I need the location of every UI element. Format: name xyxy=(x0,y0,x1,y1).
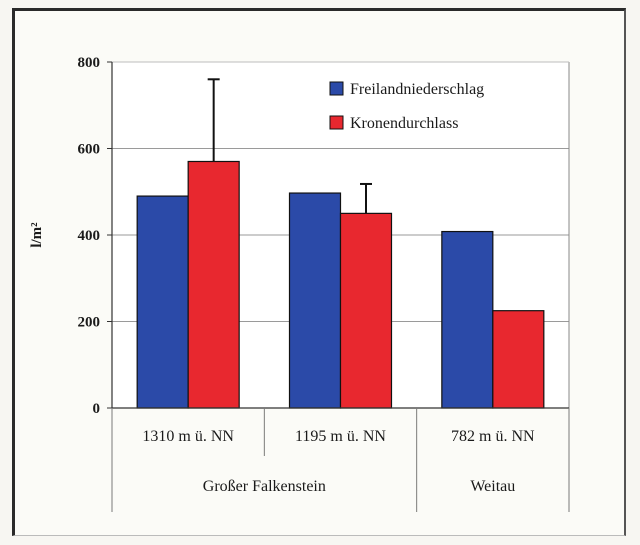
bars xyxy=(136,160,545,409)
y-tick-label: 600 xyxy=(78,142,101,158)
legend-label: Freilandniederschlag xyxy=(350,81,484,98)
category-label: 1195 m ü. NN xyxy=(295,428,386,445)
category-label: 782 m ü. NN xyxy=(451,428,535,445)
y-tick-label: 0 xyxy=(93,401,101,417)
category-label: 1310 m ü. NN xyxy=(142,428,234,445)
bar-kronen xyxy=(187,160,240,409)
group-label: Weitau xyxy=(470,478,515,495)
bar-kronen xyxy=(339,212,393,409)
y-tick-label: 800 xyxy=(78,55,101,71)
y-tick-label: 200 xyxy=(78,315,101,331)
legend-swatch xyxy=(329,115,344,130)
legend-swatch xyxy=(329,81,344,96)
y-axis-title: l/m² xyxy=(29,222,45,248)
group-label: Großer Falkenstein xyxy=(203,478,326,495)
legend-label: Kronendurchlass xyxy=(350,115,458,132)
axes: 0 200 400 600 800 1310 m ü. NN 1195 m ü. NN 782… xyxy=(78,55,570,512)
y-tick-label: 400 xyxy=(78,228,101,244)
bar-kronen xyxy=(492,310,545,409)
error-bars xyxy=(207,78,372,214)
bar-freiland xyxy=(441,230,494,409)
bar-freiland xyxy=(136,195,189,409)
legend: Freilandniederschlag Kronendurchlass xyxy=(329,81,484,132)
bar-freiland xyxy=(288,192,342,409)
